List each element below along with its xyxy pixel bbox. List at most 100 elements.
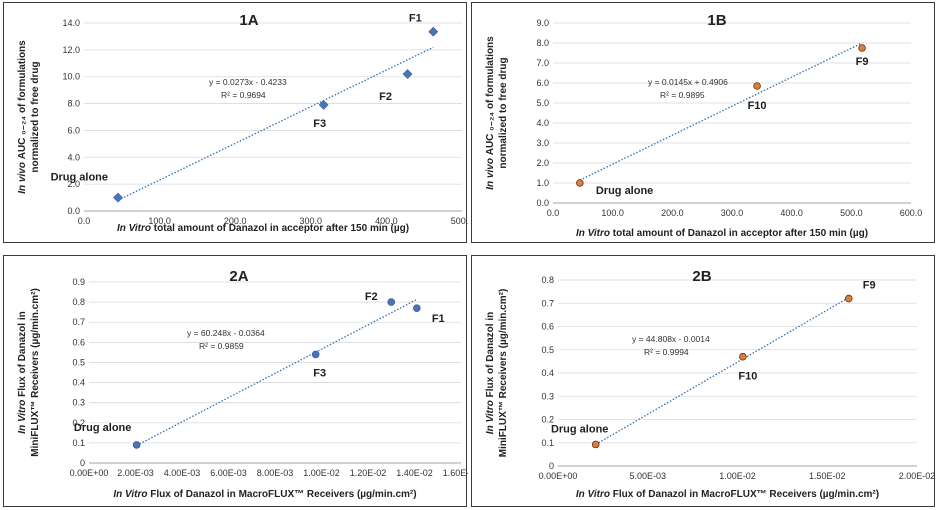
x-tick-label: 8.00E-03 <box>257 468 294 478</box>
x-tick-label: 5.00E-03 <box>629 471 666 481</box>
point-label: F3 <box>313 118 326 130</box>
svg-text:normalized to free drug: normalized to free drug <box>498 57 509 168</box>
trendline-r2: R² = 0.9694 <box>221 90 266 100</box>
y-tick-label: 5.0 <box>536 98 549 108</box>
y-tick-label: 0.6 <box>541 322 554 332</box>
x-axis-label: In Vitro Flux of Danazol in MacroFLUX™ R… <box>576 489 879 500</box>
chart-panel-2b: 0 0.1 0.2 0.3 0.4 0.5 0.6 0.7 0.8 0.00E+00 5.00E-0… <box>471 255 935 507</box>
x-tick-label: 0.0 <box>547 208 560 218</box>
trendline <box>579 42 863 181</box>
x-tick-label: 0.00E+00 <box>539 471 578 481</box>
point-label: F9 <box>863 280 876 292</box>
x-tick-label: 500.0 <box>451 216 468 226</box>
chart-title: 2B <box>692 268 711 285</box>
chart-2a: 0 0.1 0.2 0.3 0.4 0.5 0.6 0.7 0.8 0.9 0.00E+00 2.00… <box>17 268 468 500</box>
trendline-r2: R² = 0.9859 <box>199 341 244 351</box>
data-point <box>428 26 439 37</box>
point-label: F10 <box>738 371 757 383</box>
x-tick-label: 1.50E-02 <box>809 471 846 481</box>
y-axis-label: In vivo AUC ₀₋₂₄ of formulations normaliz… <box>17 40 41 194</box>
point-label: Drug alone <box>596 185 653 197</box>
y-tick-label: 0.1 <box>72 438 85 448</box>
trendline <box>117 46 434 201</box>
chart-panel-1b: 0.0 1.0 2.0 3.0 4.0 5.0 6.0 7.0 8.0 9.0 0.0 100.0 20… <box>471 2 935 243</box>
point-label: F1 <box>409 13 422 25</box>
point-label: F3 <box>313 367 326 379</box>
x-tick-label: 500.0 <box>840 208 863 218</box>
y-tick-label: 12.0 <box>62 45 80 55</box>
x-tick-label: 4.00E-03 <box>164 468 201 478</box>
svg-text:In Vitro Flux of Danazol in: In Vitro Flux of Danazol in <box>17 311 28 433</box>
data-point <box>844 294 853 303</box>
point-label: F9 <box>856 56 869 68</box>
x-tick-label: 400.0 <box>780 208 803 218</box>
data-point <box>402 69 413 79</box>
y-tick-label: 4.0 <box>67 152 80 162</box>
point-label: Drug alone <box>74 422 131 434</box>
y-tick-label: 0.7 <box>72 317 85 327</box>
x-tick-label: 0.0 <box>78 216 91 226</box>
y-tick-label: 6.0 <box>536 78 549 88</box>
point-label: Drug alone <box>551 423 608 435</box>
point-label: Drug alone <box>51 172 108 184</box>
x-tick-label: 2.00E-03 <box>117 468 154 478</box>
x-tick-label: 100.0 <box>148 216 171 226</box>
data-point <box>753 82 761 90</box>
y-tick-label: 0.2 <box>72 418 85 428</box>
data-point <box>132 441 141 449</box>
trendline-equation: y = 0.0145x + 0.4906 <box>648 77 728 87</box>
point-label: F10 <box>748 100 767 112</box>
chart-panel-2a: 0 0.1 0.2 0.3 0.4 0.5 0.6 0.7 0.8 0.9 0.00E+00 2.00… <box>3 255 468 507</box>
trendline-equation: y = 44.808x - 0.0014 <box>632 334 710 344</box>
y-tick-label: 6.0 <box>67 125 80 135</box>
trendline-r2: R² = 0.9895 <box>660 90 705 100</box>
x-tick-label: 0.00E+00 <box>70 468 109 478</box>
chart-1b: 0.0 1.0 2.0 3.0 4.0 5.0 6.0 7.0 8.0 9.0 0.0 100.0 20… <box>485 12 923 239</box>
x-tick-label: 1.60E-02 <box>443 468 468 478</box>
x-tick-label: 1.00E-02 <box>303 468 340 478</box>
chart-title: 2A <box>229 268 248 285</box>
data-point <box>591 440 600 449</box>
svg-text:In vivo AUC ₀₋₂₄ of formulatio: In vivo AUC ₀₋₂₄ of formulations <box>17 40 28 194</box>
data-point <box>113 192 123 203</box>
point-label: F1 <box>432 313 445 325</box>
y-tick-label: 9.0 <box>536 18 549 28</box>
y-tick-label: 0.8 <box>541 275 554 285</box>
y-tick-label: 0.0 <box>67 206 80 216</box>
x-tick-label: 100.0 <box>601 208 624 218</box>
x-tick-label: 600.0 <box>900 208 923 218</box>
data-point <box>576 179 584 187</box>
y-axis-label: In vivo AUC ₀₋₂₄ of formulations normaliz… <box>485 36 509 190</box>
x-axis-label: In Vitro total amount of Danazol in acce… <box>117 223 409 234</box>
x-tick-label: 300.0 <box>300 216 323 226</box>
x-tick-label: 1.00E-02 <box>719 471 756 481</box>
svg-text:In Vitro Flux of Danazol in: In Vitro Flux of Danazol in <box>485 312 496 434</box>
x-tick-label: 2.00E-02 <box>899 471 936 481</box>
data-point <box>318 99 329 110</box>
data-point <box>413 304 421 312</box>
y-tick-label: 1.0 <box>536 178 549 188</box>
y-tick-label: 0.5 <box>72 357 85 367</box>
y-tick-label: 0.8 <box>72 297 85 307</box>
y-tick-label: 2.0 <box>536 158 549 168</box>
point-label: F2 <box>365 291 378 303</box>
x-tick-label: 1.40E-02 <box>396 468 433 478</box>
y-axis-label: In Vitro Flux of Danazol in MiniFLUX™ Rec… <box>17 288 41 457</box>
y-tick-label: 0.1 <box>541 438 554 448</box>
y-tick-label: 0.9 <box>72 277 85 287</box>
y-tick-label: 0.2 <box>541 415 554 425</box>
svg-text:In vivo AUC ₀₋₂₄ of formulatio: In vivo AUC ₀₋₂₄ of formulations <box>485 36 496 190</box>
y-tick-label: 0.7 <box>541 298 554 308</box>
y-tick-label: 7.0 <box>536 58 549 68</box>
trendline-equation: y = 60.248x - 0.0364 <box>187 328 265 338</box>
x-tick-label: 200.0 <box>224 216 247 226</box>
data-point <box>739 352 747 361</box>
trendline <box>136 298 418 447</box>
svg-text:MiniFLUX™ Receivers (µg/min.c: MiniFLUX™ Receivers (µg/min.cm²) <box>498 289 509 458</box>
x-tick-label: 200.0 <box>661 208 684 218</box>
x-axis-label: In Vitro Flux of Danazol in MacroFLUX™ R… <box>113 489 416 500</box>
y-tick-label: 8.0 <box>536 38 549 48</box>
y-tick-label: 0.5 <box>541 345 554 355</box>
y-tick-label: 0.0 <box>536 198 549 208</box>
data-point <box>387 298 396 306</box>
